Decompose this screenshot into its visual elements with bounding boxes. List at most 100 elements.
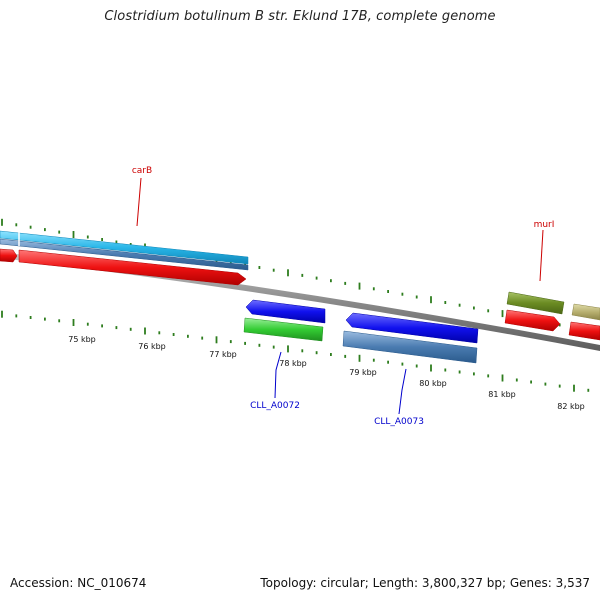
gene-cyan-feature[interactable] — [0, 230, 249, 265]
gene-steel-feature[interactable] — [0, 238, 249, 271]
upper-tick-minor — [58, 230, 61, 234]
lower-tick-minor — [44, 317, 46, 321]
tick-label-77kbp: 77 kbp — [209, 350, 237, 359]
lower-tick-minor — [58, 319, 61, 323]
lower-tick-minor — [272, 345, 275, 349]
lower-tick-major — [573, 384, 575, 392]
upper-tick-minor — [29, 225, 32, 229]
carb-leader — [136, 177, 142, 227]
gene-label-carb[interactable]: carB — [132, 166, 152, 176]
lower-tick-minor — [115, 326, 118, 330]
lower-tick-minor — [172, 333, 175, 336]
tick-label-76kbp: 76 kbp — [138, 342, 166, 351]
lower-tick-minor — [387, 360, 389, 364]
genome-summary-text: Topology: circular; Length: 3,800,327 bp… — [260, 576, 590, 590]
tick-label-81kbp: 81 kbp — [488, 390, 516, 399]
lower-tick-minor — [344, 354, 347, 358]
gene-cll-a0073-arrow[interactable] — [342, 330, 478, 364]
tick-label-75kbp: 75 kbp — [68, 335, 96, 344]
forward-strand-genes — [0, 230, 600, 341]
accession-text: Accession: NC_010674 — [10, 576, 147, 590]
upper-tick-minor — [401, 292, 404, 296]
lower-tick-minor — [587, 388, 590, 392]
upper-tick-minor — [301, 273, 304, 277]
upper-tick-minor — [458, 303, 461, 307]
gene-red-left-arrow[interactable] — [0, 248, 18, 263]
genome-title: Clostridium botulinum B str. Eklund 17B,… — [104, 9, 496, 24]
lower-tick-minor — [158, 331, 161, 335]
lower-tick-minor — [187, 334, 189, 338]
gene-blue-a0072-arrow[interactable] — [245, 299, 326, 324]
upper-tick-major — [358, 282, 361, 290]
upper-tick-major — [501, 310, 504, 318]
lower-tick-minor — [244, 341, 246, 345]
lower-tick-minor — [415, 364, 418, 368]
lower-tick-minor — [258, 343, 261, 347]
lower-tick-minor — [458, 370, 461, 374]
lower-tick-major — [1, 310, 3, 318]
lower-tick-minor — [301, 349, 304, 353]
gene-carb-arrow[interactable] — [18, 249, 247, 286]
lower-tick-minor — [487, 374, 490, 378]
cll-a0073-leader — [398, 368, 407, 415]
lower-tick-major — [72, 319, 75, 326]
genome-backbone — [0, 252, 600, 351]
lower-tick-minor — [444, 368, 447, 372]
lower-tick-minor — [201, 336, 204, 340]
lower-tick-minor — [372, 358, 375, 362]
upper-tick-minor — [387, 290, 389, 293]
reverse-strand-genes — [243, 299, 479, 364]
gene-cll-a0072-arrow[interactable] — [243, 317, 324, 342]
lower-tick-minor — [473, 372, 475, 376]
lower-tick-minor — [129, 327, 132, 331]
lower-tick-minor — [315, 351, 318, 355]
lower-tick-major — [501, 374, 504, 382]
lower-tick-minor — [29, 316, 32, 319]
cll-a0072-leader — [274, 351, 282, 399]
upper-tick-minor — [444, 301, 447, 304]
lower-tick-major — [144, 327, 146, 335]
gene-red-edge-arrow[interactable] — [568, 321, 600, 341]
lower-tick-minor — [530, 380, 532, 384]
gene-label-muri[interactable]: murI — [534, 220, 555, 230]
gene-label-cll-a0072[interactable]: CLL_A0072 — [250, 401, 300, 411]
upper-tick-major — [287, 269, 289, 277]
upper-tick-minor — [315, 276, 318, 280]
gene-muri-arrow[interactable] — [506, 291, 565, 315]
tick-label-80kbp: 80 kbp — [419, 379, 447, 388]
muri-leader — [539, 229, 544, 282]
lower-tick-minor — [101, 324, 103, 328]
lower-tick-minor — [15, 314, 18, 318]
upper-tick-minor — [487, 309, 490, 313]
lower-tick-minor — [86, 322, 89, 326]
lower-tick-major — [215, 336, 218, 344]
upper-tick-minor — [86, 235, 89, 239]
upper-tick-major — [430, 296, 432, 304]
upper-tick-minor — [344, 281, 347, 285]
upper-tick-minor — [44, 228, 46, 232]
lower-tick-row — [1, 310, 590, 392]
upper-tick-minor — [101, 238, 103, 241]
upper-tick-minor — [115, 240, 118, 244]
gene-label-cll-a0073[interactable]: CLL_A0073 — [374, 417, 424, 427]
upper-tick-minor — [258, 266, 261, 269]
upper-tick-minor — [372, 287, 375, 291]
upper-tick-minor — [15, 223, 18, 227]
lower-tick-major — [430, 364, 432, 372]
gene-khaki-arrow[interactable] — [571, 303, 600, 321]
upper-tick-major — [72, 231, 75, 238]
upper-tick-minor — [473, 306, 475, 310]
upper-tick-major — [1, 218, 3, 226]
lower-tick-minor — [229, 340, 232, 344]
lower-tick-minor — [558, 384, 561, 388]
lower-tick-minor — [330, 353, 332, 356]
gene-red-right-arrow[interactable] — [504, 309, 561, 332]
gene-blue-a0073-arrow[interactable] — [345, 312, 479, 344]
upper-tick-minor — [330, 279, 332, 283]
lower-tick-minor — [401, 362, 404, 366]
upper-tick-minor — [272, 268, 275, 272]
tick-label-79kbp: 79 kbp — [349, 368, 377, 377]
tick-label-78kbp: 78 kbp — [279, 359, 307, 368]
upper-tick-minor — [558, 323, 561, 327]
lower-tick-minor — [544, 382, 547, 386]
